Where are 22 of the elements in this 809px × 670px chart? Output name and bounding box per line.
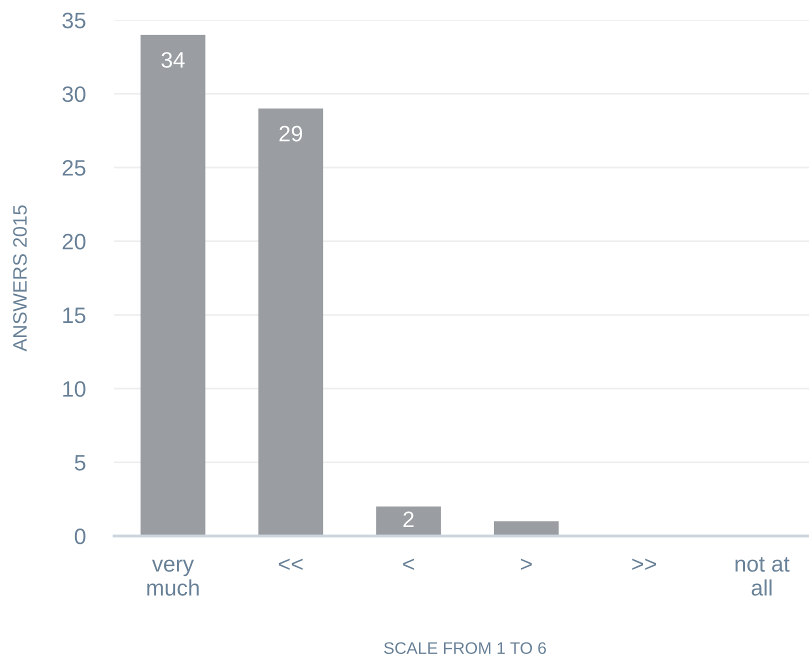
x-tick-label: >> (632, 558, 656, 570)
data-label: 29 (280, 126, 302, 142)
bar (258, 108, 324, 536)
x-tick-label: < (403, 558, 414, 570)
bar (140, 34, 206, 536)
bar (376, 506, 441, 536)
data-label: 2 (403, 511, 414, 528)
x-tick-label: << (278, 558, 303, 570)
y-tick-label: 0 (74, 528, 86, 544)
y-tick-label: 10 (63, 381, 86, 397)
y-tick-label: 30 (62, 86, 86, 102)
y-axis-title: ANSWERS 2015 (13, 205, 27, 352)
x-axis-title: SCALE FROM 1 TO 6 (384, 642, 546, 654)
y-tick-label: 35 (62, 12, 86, 28)
y-tick-label: 15 (63, 308, 86, 324)
y-tick-label: 20 (62, 234, 86, 250)
x-tick-label: not at all (736, 557, 790, 596)
x-tick-label: > (520, 558, 532, 570)
x-tick-label: very much (147, 560, 199, 596)
y-tick-label: 5 (74, 455, 86, 471)
y-tick-label: 25 (62, 160, 86, 176)
data-label: 34 (161, 52, 185, 68)
